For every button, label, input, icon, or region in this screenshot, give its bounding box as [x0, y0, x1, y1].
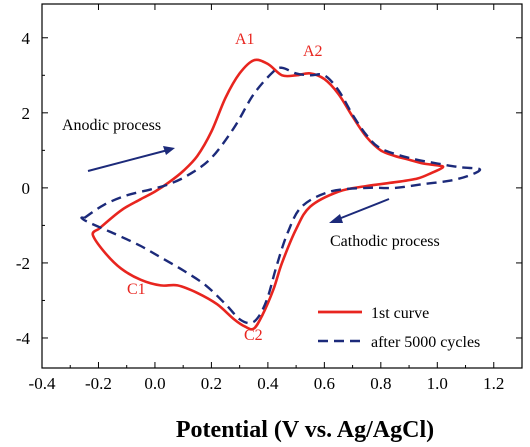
x-tick-label: 0.0: [144, 374, 165, 393]
x-tick-label: 0.8: [370, 374, 391, 393]
plot-area-border: [41, 3, 523, 369]
annotation-anodic: Anodic process: [62, 117, 161, 134]
peak-label-c1: C1: [127, 281, 146, 298]
x-axis-title: Potential (V vs. Ag/AgCl): [176, 417, 434, 443]
y-tick-label: 4: [22, 29, 31, 48]
legend: 1st curve after 5000 cycles: [318, 305, 480, 351]
y-tick-label: 0: [22, 179, 31, 198]
annotation-cathodic: Cathodic process: [330, 233, 440, 250]
peak-label-a2: A2: [303, 43, 323, 60]
x-tick-label: -0.4: [29, 374, 56, 393]
x-tick-label: 0.6: [314, 374, 335, 393]
x-tick-label: -0.2: [85, 374, 112, 393]
x-tick-label: 1.0: [427, 374, 448, 393]
plot-frame: [41, 3, 523, 369]
arrow-anodic: [87, 146, 175, 172]
arrow-cathodic: [329, 198, 390, 223]
axis-ticks: -0.4 -0.2 0.0 0.2 0.4 0.6 0.8 1.0 1.2 4 2 0 -2 -4: [16, 4, 522, 393]
y-tick-label: -2: [16, 254, 30, 273]
legend-label-5000-cycles: after 5000 cycles: [371, 334, 480, 351]
y-tick-label: 2: [22, 104, 31, 123]
x-tick-label: 0.2: [201, 374, 222, 393]
peak-label-a1: A1: [235, 31, 255, 48]
legend-label-1st-curve: 1st curve: [371, 305, 429, 322]
x-tick-label: 0.4: [257, 374, 279, 393]
y-tick-label: -4: [16, 329, 31, 348]
series-line-1st-curve: [91, 58, 445, 331]
series-lines: [80, 58, 482, 331]
x-tick-label: 1.2: [483, 374, 504, 393]
peak-label-c2: C2: [244, 327, 263, 344]
